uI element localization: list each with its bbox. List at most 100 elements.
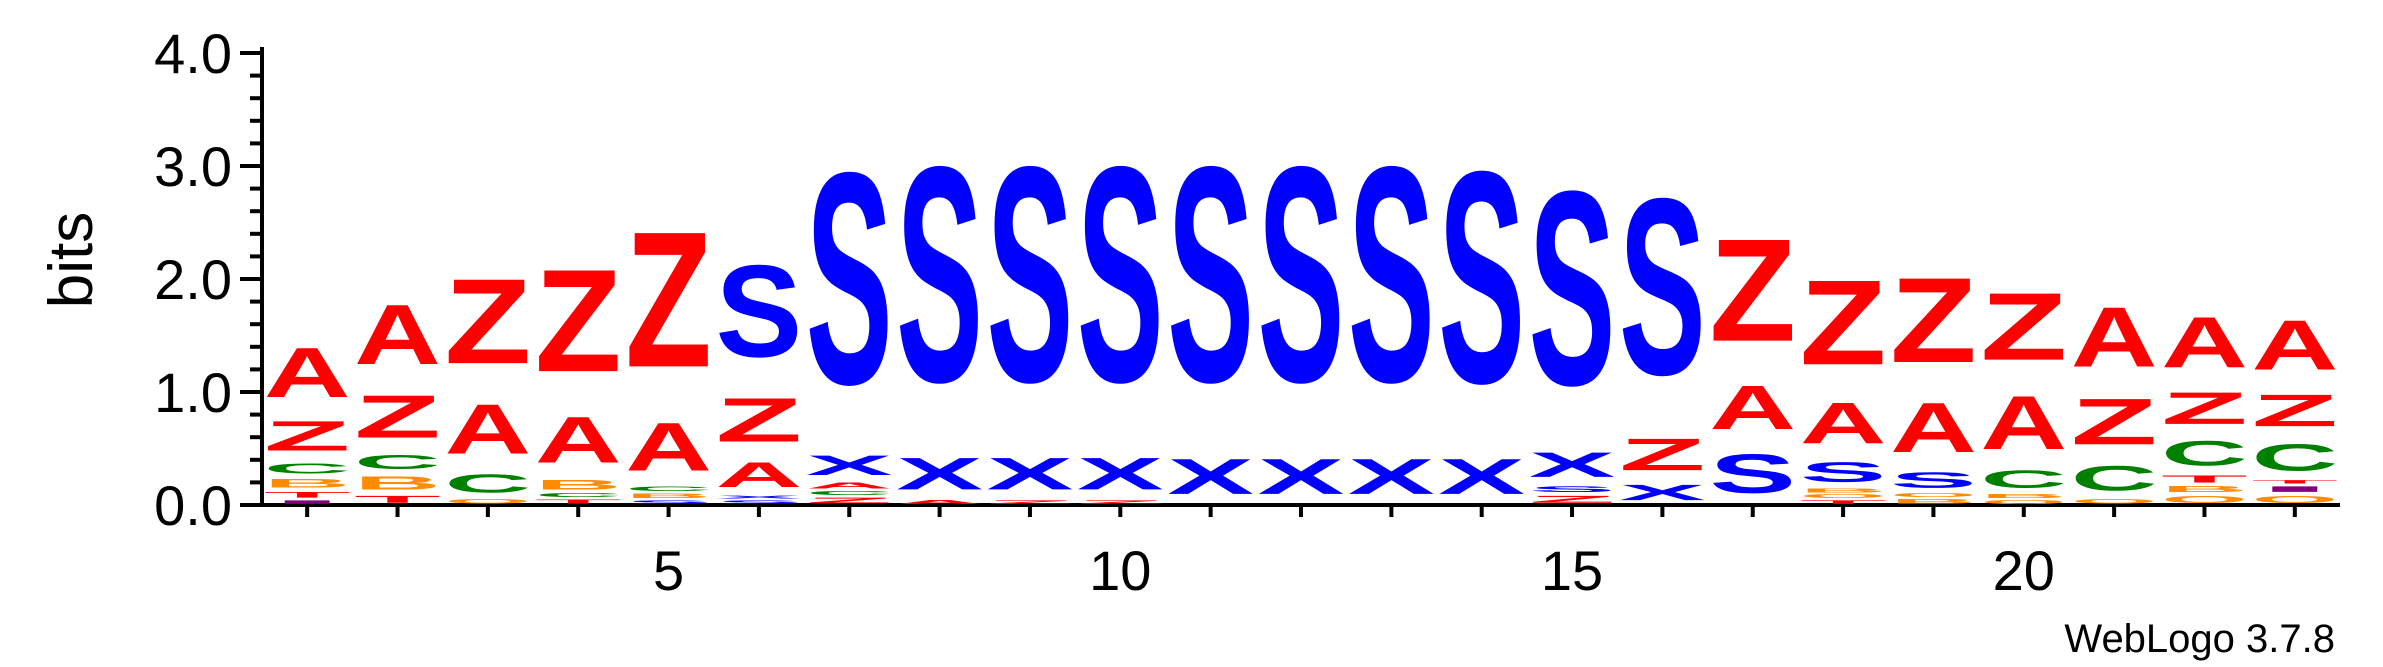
logo-letter-c: C bbox=[806, 490, 893, 496]
logo-letter-z: Z bbox=[535, 239, 622, 402]
logo-letter-z: Z bbox=[1800, 255, 1887, 390]
logo-letter-o: O bbox=[1980, 499, 2067, 505]
logo-letter-z: Z bbox=[1709, 209, 1796, 372]
logo-letter-b: B bbox=[625, 493, 712, 500]
logo-letter-x: X bbox=[1348, 448, 1435, 504]
logo-letter-z: Z bbox=[2071, 386, 2158, 459]
logo-column: XS bbox=[1167, 103, 1254, 504]
logo-letter-c: C bbox=[2161, 434, 2248, 473]
logo-letter-s: S bbox=[1890, 468, 1977, 493]
logo-column: XS bbox=[1348, 103, 1435, 504]
y-axis: 0.0 1.0 2.0 3.0 4.0 bbox=[154, 22, 264, 537]
logo-letter-c: C bbox=[625, 486, 712, 493]
logo-letter-o: O bbox=[2071, 498, 2158, 505]
y-tick-label: 0.0 bbox=[154, 474, 232, 537]
logo-letter-c: C bbox=[354, 451, 441, 473]
logo-letter-x: X bbox=[1619, 480, 1706, 505]
logo-letter-x: X bbox=[806, 450, 893, 482]
logo-letter-b: B bbox=[535, 477, 622, 493]
logo-letter-s: S bbox=[1438, 109, 1525, 447]
logo-column: XS bbox=[1438, 109, 1525, 505]
logo-letter-s: S bbox=[1619, 145, 1706, 428]
logo-letter-z: Z bbox=[1619, 430, 1706, 480]
logo-letter-a: A bbox=[1890, 388, 1977, 467]
logo-letter-a: A bbox=[264, 333, 351, 412]
logo-letter-z: Z bbox=[806, 496, 893, 505]
logo-letter-o: O bbox=[1800, 494, 1887, 500]
logo-letter-b: B bbox=[1800, 488, 1887, 494]
logo-letter-a: A bbox=[1800, 391, 1887, 457]
letter-stacks: ITBCZATBCZAOCAZTCBAZSBCAZSXAZSZCAXSAXSZX… bbox=[264, 103, 2338, 505]
logo-letter-s: S bbox=[1529, 485, 1616, 494]
logo-letter-a: A bbox=[354, 288, 441, 383]
x-tick-label: 20 bbox=[1993, 539, 2055, 602]
logo-letter-c: C bbox=[2071, 459, 2158, 498]
logo-letter-b: B bbox=[1890, 498, 1977, 505]
logo-letter-s: S bbox=[1709, 443, 1796, 505]
logo-letter-t: T bbox=[535, 498, 622, 505]
logo-letter-s: S bbox=[896, 103, 983, 447]
logo-column: XZS bbox=[1619, 145, 1706, 505]
logo-letter-x: X bbox=[716, 495, 803, 499]
logo-letter-a: A bbox=[806, 481, 893, 490]
logo-letter-c: C bbox=[445, 469, 532, 498]
logo-letter-o: O bbox=[2251, 494, 2338, 505]
logo-column: AXS bbox=[896, 103, 983, 505]
logo-letter-a: A bbox=[535, 403, 622, 477]
logo-letter-o: O bbox=[1890, 493, 1977, 499]
logo-letter-i: I bbox=[264, 499, 351, 505]
y-axis-label: bits bbox=[37, 212, 106, 308]
weblogo-version-label: WebLogo 3.7.8 bbox=[2064, 617, 2335, 661]
logo-letter-z: Z bbox=[1980, 273, 2067, 381]
logo-letter-x: X bbox=[1529, 445, 1616, 484]
logo-letter-z: Z bbox=[264, 412, 351, 459]
logo-letter-s: S bbox=[1800, 456, 1887, 488]
logo-letter-b: B bbox=[354, 473, 441, 493]
logo-letter-b: B bbox=[264, 477, 351, 490]
logo-letter-z: Z bbox=[1890, 253, 1977, 388]
logo-letter-s: S bbox=[716, 499, 803, 505]
logo-letter-t: T bbox=[2161, 473, 2248, 484]
logo-letter-z: Z bbox=[2251, 386, 2338, 436]
logo-letter-z: Z bbox=[2161, 383, 2248, 433]
x-tick-label: 5 bbox=[653, 539, 684, 602]
logo-letter-a: A bbox=[2071, 290, 2158, 385]
logo-column: ZXS bbox=[1077, 103, 1164, 505]
logo-letter-z: Z bbox=[716, 386, 803, 456]
x-tick-label: 15 bbox=[1541, 539, 1603, 602]
logo-letter-s: S bbox=[716, 238, 803, 385]
y-tick-label: 4.0 bbox=[154, 22, 232, 85]
logo-letter-s: S bbox=[1167, 103, 1254, 447]
logo-letter-t: T bbox=[1800, 499, 1887, 505]
logo-letter-x: X bbox=[896, 448, 983, 499]
logo-letter-z: Z bbox=[354, 383, 441, 451]
logo-letter-a: A bbox=[896, 499, 983, 505]
logo-letter-c: C bbox=[1980, 465, 2067, 493]
logo-letter-x: X bbox=[1258, 448, 1345, 504]
x-axis: 5 10 15 20 bbox=[262, 503, 2340, 602]
logo-letter-c: C bbox=[264, 460, 351, 477]
logo-letter-o: O bbox=[445, 498, 532, 505]
logo-letter-s: S bbox=[1258, 103, 1345, 447]
logo-letter-s: S bbox=[1529, 133, 1616, 443]
logo-letter-z: Z bbox=[987, 499, 1074, 505]
logo-letter-t: T bbox=[354, 494, 441, 505]
logo-letter-b: B bbox=[1980, 494, 2067, 500]
logo-letter-s: S bbox=[1077, 103, 1164, 447]
y-tick-label: 3.0 bbox=[154, 135, 232, 198]
logo-letter-s: S bbox=[806, 110, 893, 448]
logo-letter-z: Z bbox=[625, 191, 712, 408]
logo-letter-a: A bbox=[1709, 373, 1796, 443]
